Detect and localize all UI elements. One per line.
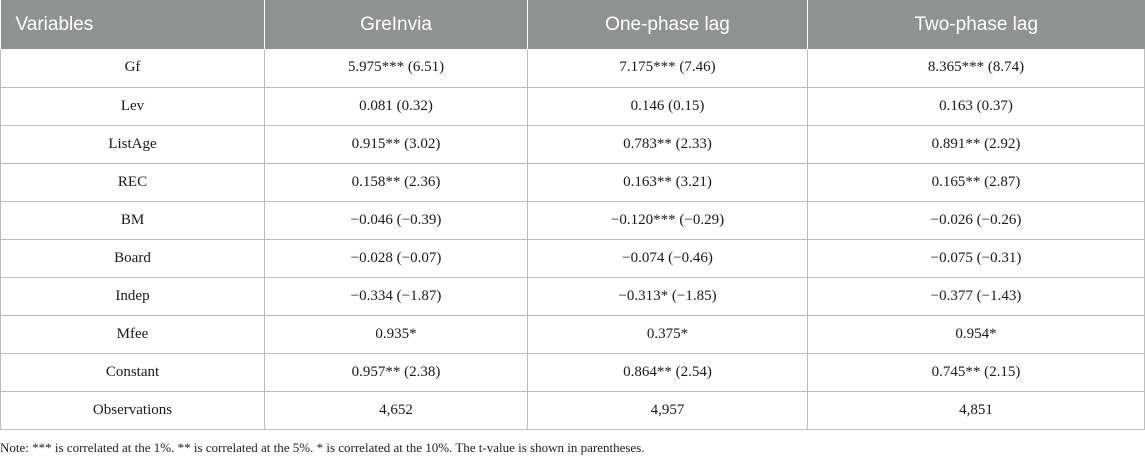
row-label: Indep (0, 276, 265, 316)
table-cell: 8.365*** (8.74) (807, 49, 1145, 88)
row-label: Board (0, 238, 265, 278)
column-header-two-phase-lag: Two-phase lag (914, 13, 1039, 35)
table-cell: −0.075 (−0.31) (807, 238, 1145, 278)
table-header-row: Variables GreInvia One-phase lag Two-pha… (0, 0, 1145, 49)
table-row: Board −0.028 (−0.07) −0.074 (−0.46) −0.0… (0, 238, 1145, 278)
table-cell: 0.165** (2.87) (807, 162, 1145, 202)
table-cell: 0.891** (2.92) (807, 124, 1145, 164)
row-label: Lev (0, 86, 265, 126)
table-cell: −0.334 (−1.87) (264, 276, 528, 316)
table-row: REC 0.158** (2.36) 0.163** (3.21) 0.165*… (0, 162, 1145, 202)
table-cell: 0.163 (0.37) (807, 86, 1145, 126)
table-cell: −0.046 (−0.39) (264, 200, 528, 240)
table-row: Indep −0.334 (−1.87) −0.313* (−1.85) −0.… (0, 276, 1145, 316)
column-header-one-phase-lag: One-phase lag (527, 0, 808, 49)
table-cell: 0.957** (2.38) (264, 352, 528, 392)
row-label: Constant (0, 352, 265, 392)
table-row: ListAge 0.915** (3.02) 0.783** (2.33) 0.… (0, 124, 1145, 164)
table-cell: 0.864** (2.54) (527, 352, 808, 392)
row-label: REC (0, 162, 265, 202)
table-cell: 4,957 (527, 390, 808, 430)
table-cell: 0.375* (527, 314, 808, 354)
table-cell: −0.028 (−0.07) (264, 238, 528, 278)
table-cell: 0.163** (3.21) (527, 162, 808, 202)
table-cell: 0.146 (0.15) (527, 86, 808, 126)
row-label: Mfee (0, 314, 265, 354)
table-row: BM −0.046 (−0.39) −0.120*** (−0.29) −0.0… (0, 200, 1145, 240)
regression-results-table: Variables GreInvia One-phase lag Two-pha… (0, 0, 1145, 430)
table-cell: 0.954* (807, 314, 1145, 354)
column-header-greinvia: GreInvia (264, 0, 528, 49)
table-cell: −0.377 (−1.43) (807, 276, 1145, 316)
table-cell: 0.783** (2.33) (527, 124, 808, 164)
table-row: Observations 4,652 4,957 4,851 (0, 390, 1145, 430)
table-row: Gf 5.975*** (6.51) 7.175*** (7.46) 8.365… (0, 49, 1145, 88)
table-cell: −0.120*** (−0.29) (527, 200, 808, 240)
row-label: Gf (0, 49, 265, 88)
table-row: Constant 0.957** (2.38) 0.864** (2.54) 0… (0, 352, 1145, 392)
column-header-variables: Variables (0, 0, 265, 49)
table-cell: −0.026 (−0.26) (807, 200, 1145, 240)
table-cell: 7.175*** (7.46) (527, 49, 808, 88)
table-row: Mfee 0.935* 0.375* 0.954* (0, 314, 1145, 354)
table-cell: −0.313* (−1.85) (527, 276, 808, 316)
table-cell: 0.745** (2.15) (807, 352, 1145, 392)
table-cell: 0.081 (0.32) (264, 86, 528, 126)
table-cell: 4,652 (264, 390, 528, 430)
table-cell: 0.915** (3.02) (264, 124, 528, 164)
table-footnote: Note: *** is correlated at the 1%. ** is… (0, 440, 645, 455)
table-cell: 0.158** (2.36) (264, 162, 528, 202)
table-cell: 4,851 (807, 390, 1145, 430)
table-cell: −0.074 (−0.46) (527, 238, 808, 278)
row-label: BM (0, 200, 265, 240)
table-cell: 0.935* (264, 314, 528, 354)
row-label: ListAge (0, 124, 265, 164)
row-label: Observations (0, 390, 265, 430)
table-row: Lev 0.081 (0.32) 0.146 (0.15) 0.163 (0.3… (0, 86, 1145, 126)
table-cell: 5.975*** (6.51) (264, 49, 528, 88)
results-table-container: Variables GreInvia One-phase lag Two-pha… (0, 0, 1145, 430)
